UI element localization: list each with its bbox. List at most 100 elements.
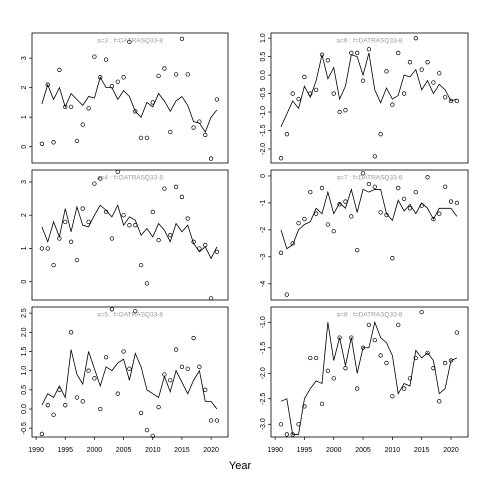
y-tick-label: 3: [21, 56, 28, 60]
y-tick-label: -1.0: [260, 106, 267, 118]
data-point: [360, 78, 366, 83]
data-point: [179, 194, 185, 200]
data-point: [138, 262, 144, 268]
data-point: [80, 122, 85, 127]
data-point: [284, 432, 289, 437]
y-tick-label: 0: [260, 174, 267, 178]
data-point: [396, 185, 401, 191]
data-point: [103, 57, 109, 62]
data-point: [378, 353, 383, 358]
data-point: [378, 210, 383, 215]
data-point: [203, 387, 208, 392]
data-point: [313, 87, 319, 93]
data-point: [372, 184, 377, 189]
data-point: [413, 36, 418, 41]
data-point: [92, 376, 97, 381]
data-point: [313, 211, 319, 216]
data-point: [173, 72, 179, 77]
data-point: [437, 399, 442, 404]
data-point: [98, 75, 103, 80]
panel-title: a=4 : f=DATRASQ33-8: [97, 175, 163, 182]
x-tick-label: 2005: [116, 447, 132, 454]
data-point: [396, 50, 401, 56]
data-point: [39, 431, 45, 437]
x-tick-label: 2020: [443, 447, 459, 454]
data-point: [109, 236, 115, 241]
data-point: [92, 181, 97, 186]
data-point: [86, 106, 91, 111]
y-tick-label: 0.5: [260, 52, 267, 62]
data-point: [156, 404, 161, 410]
data-point: [431, 366, 436, 371]
data-point: [278, 422, 284, 427]
x-axis-label: Year: [229, 460, 252, 472]
x-tick-label: 1995: [57, 447, 73, 454]
data-point: [168, 233, 173, 238]
y-tick-label: -2.5: [260, 393, 267, 405]
data-point: [390, 256, 395, 261]
data-point: [401, 196, 407, 202]
data-point: [284, 292, 289, 297]
y-tick-label: 0: [21, 280, 28, 284]
data-point: [331, 376, 336, 381]
data-point: [127, 366, 132, 371]
data-point: [39, 141, 45, 146]
data-point: [133, 109, 138, 114]
data-point: [133, 309, 138, 314]
data-point: [313, 355, 319, 361]
data-point: [86, 219, 91, 225]
data-point: [51, 412, 56, 417]
data-point: [197, 246, 202, 251]
data-point: [98, 406, 103, 412]
x-tick-label: 2000: [87, 447, 103, 454]
data-point: [74, 138, 80, 143]
y-tick-label: -1.0: [260, 316, 267, 328]
y-tick-label: -2: [260, 227, 267, 233]
data-point: [68, 239, 74, 244]
y-tick-label: 0.0: [260, 70, 267, 80]
fit-line: [280, 52, 457, 127]
data-point: [51, 140, 56, 145]
data-point: [39, 246, 45, 251]
data-point: [302, 404, 307, 409]
data-point: [74, 257, 80, 263]
data-point: [366, 322, 372, 327]
fit-line: [280, 187, 458, 250]
data-point: [98, 176, 103, 181]
data-point: [319, 185, 325, 191]
data-point: [349, 214, 354, 219]
data-point: [431, 80, 436, 85]
data-point: [442, 95, 448, 100]
data-point: [68, 330, 74, 335]
data-point: [319, 401, 325, 407]
y-tick-label: -1.5: [260, 342, 267, 354]
x-tick-label: 1990: [267, 447, 283, 454]
panel-frame: [31, 32, 229, 164]
x-tick-label: 2020: [203, 447, 219, 454]
data-point: [115, 79, 120, 84]
data-point: [390, 102, 395, 107]
y-tick-label: 0.5: [21, 385, 28, 395]
y-tick-label: 2: [21, 86, 28, 90]
data-point: [437, 211, 442, 216]
data-point: [302, 216, 307, 222]
data-point: [214, 249, 220, 254]
y-tick-label: -1: [260, 200, 267, 206]
panel-title: a=6 : f=DATRASQ33-8: [337, 38, 403, 45]
data-point: [372, 337, 377, 343]
data-point: [425, 175, 430, 180]
data-point: [208, 418, 214, 423]
data-point: [121, 75, 126, 80]
data-point: [442, 184, 448, 189]
data-point: [150, 433, 155, 438]
y-tick-label: -0.5: [21, 422, 28, 434]
y-tick-label: 2.0: [21, 327, 28, 337]
data-point: [173, 184, 179, 190]
data-point: [63, 219, 68, 225]
data-point: [325, 222, 331, 227]
data-point: [115, 391, 120, 396]
x-tick-label: 1995: [297, 447, 313, 454]
data-point: [51, 262, 56, 268]
data-point: [179, 364, 185, 369]
data-point: [425, 60, 430, 65]
